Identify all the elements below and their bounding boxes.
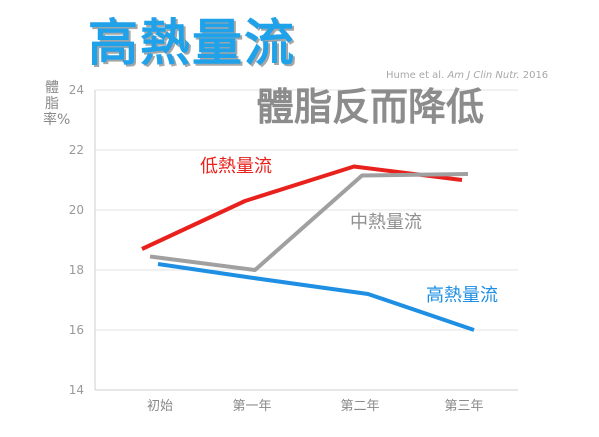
x-axis-ticks: 初始 第一年 第二年 第三年 (147, 399, 484, 414)
citation: Hume et al. Am J Clin Nutr. 2016 (386, 70, 548, 81)
y-axis-ticks: 14 16 18 20 22 24 (69, 83, 84, 397)
citation-year: 2016 (522, 70, 549, 81)
series-label-high-calorie: 高熱量流 (426, 285, 498, 306)
series-line-low-calorie (141, 164, 463, 251)
series-line-mid-calorie (149, 172, 469, 272)
chart-subtitle: 體脂反而降低 (256, 85, 485, 129)
citation-authors: Hume et al. (386, 70, 445, 81)
y-tick-label: 20 (69, 203, 84, 217)
citation-journal: Am J Clin Nutr. (447, 70, 520, 81)
x-tick-label: 第一年 (232, 399, 271, 414)
page-title: 高熱量流 (88, 14, 296, 72)
y-tick-label: 24 (69, 83, 84, 97)
x-tick-label: 第三年 (444, 399, 483, 414)
y-axis-label: 體脂率% (43, 80, 71, 128)
series-label-low-calorie: 低熱量流 (200, 156, 272, 177)
y-tick-label: 22 (69, 143, 84, 157)
series-lines (141, 164, 475, 332)
y-tick-label: 18 (69, 263, 84, 277)
y-tick-label: 14 (69, 383, 84, 397)
x-tick-label: 初始 (147, 399, 173, 414)
y-tick-label: 16 (69, 323, 84, 337)
series-label-mid-calorie: 中熱量流 (350, 212, 422, 233)
grid (94, 89, 518, 391)
x-tick-label: 第二年 (340, 399, 379, 414)
series-line-high-calorie (157, 262, 475, 332)
